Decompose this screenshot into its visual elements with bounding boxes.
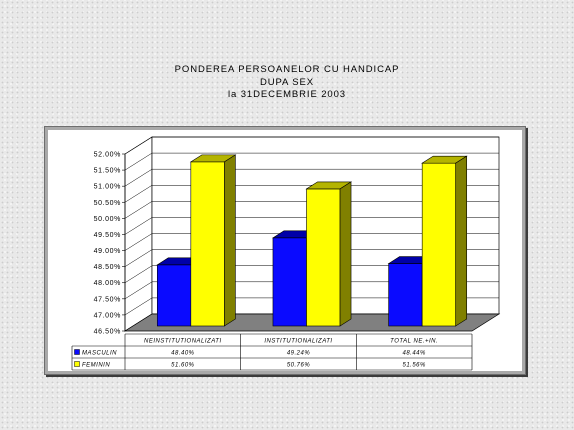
- data-label: 48.40%: [171, 351, 195, 357]
- bar-feminin-institutionalizati: [305, 181, 353, 327]
- y-axis: 46.50% 47.00% 47.50% 48.00% 48.50% 49.00% 49.5…: [94, 152, 126, 336]
- chart-title-line-2: DUPA SEX: [259, 76, 314, 88]
- gridline-left-wall: [124, 265, 153, 283]
- y-tick-label: 50.50%: [94, 200, 121, 207]
- y-tick-label: 46.50%: [94, 329, 121, 336]
- category-label: TOTAL NE.+IN.: [390, 339, 438, 345]
- gridline-left-wall: [124, 136, 153, 155]
- y-tick-label: 48.00%: [94, 280, 121, 287]
- y-tick-label: 52.00%: [94, 152, 121, 159]
- bar-chart: 46.50% 47.00% 47.50% 48.00% 48.50% 49.00% 49.5…: [71, 136, 501, 371]
- data-label: 51.56%: [402, 363, 426, 369]
- bar-front-face: [306, 188, 341, 327]
- y-tick-label: 51.00%: [94, 184, 121, 191]
- data-label: 50.76%: [287, 363, 311, 369]
- bar-front-face: [272, 237, 307, 327]
- bar-front-face: [388, 263, 423, 327]
- y-tick-label: 47.00%: [94, 312, 121, 319]
- series-label: FEMININ: [82, 363, 110, 369]
- bar-feminin-total-ne-in: [421, 155, 468, 327]
- data-label: 49.24%: [287, 351, 311, 357]
- y-tick-label: 48.50%: [94, 264, 121, 271]
- left-wall: [124, 136, 153, 332]
- y-tick-label: 50.00%: [94, 216, 121, 223]
- data-label: 48.44%: [402, 351, 426, 357]
- bar-front-face: [421, 162, 457, 327]
- y-tick-label: 49.50%: [94, 232, 121, 239]
- data-label: 51.60%: [171, 363, 195, 369]
- bar-front-face: [190, 161, 225, 327]
- chart-title-line-3: la 31DECEMBRIE 2003: [228, 89, 346, 100]
- chart-title-line-1: PONDEREA PERSOANELOR CU HANDICAP: [174, 64, 400, 75]
- chart-title: PONDEREA PERSOANELOR CU HANDICAP DUPA SE…: [0, 64, 574, 102]
- gridline-left-wall: [124, 152, 153, 171]
- category-label: INSTITUTIONALIZATI: [264, 339, 332, 345]
- gridline-left-wall: [124, 233, 153, 251]
- gridline-left-wall: [124, 168, 153, 187]
- series-label: MASCULIN: [82, 351, 117, 357]
- category-label: NEINSTITUTIONALIZATI: [144, 339, 222, 345]
- gridline-left-wall: [124, 201, 153, 219]
- y-tick-label: 49.00%: [94, 248, 121, 255]
- bars: [156, 154, 468, 327]
- legend-key-feminin: [74, 361, 80, 367]
- gridline-left-wall: [124, 297, 153, 316]
- y-tick-label: 47.50%: [94, 296, 121, 303]
- gridline-left-wall: [124, 281, 153, 300]
- legend-key-masculin: [74, 349, 80, 355]
- bar-feminin-neinstitutionalizati: [189, 154, 237, 327]
- bar-side-face: [339, 181, 352, 327]
- gridline-left-wall: [124, 185, 153, 203]
- bar-side-face: [224, 154, 236, 327]
- y-tick-label: 51.50%: [94, 168, 121, 175]
- gridline-left-wall: [124, 249, 153, 267]
- bar-side-face: [455, 155, 468, 327]
- bar-front-face: [156, 264, 192, 327]
- gridline-left-wall: [124, 217, 153, 235]
- data-table: NEINSTITUTIONALIZATI INSTITUTIONALIZATI TO…: [71, 333, 473, 371]
